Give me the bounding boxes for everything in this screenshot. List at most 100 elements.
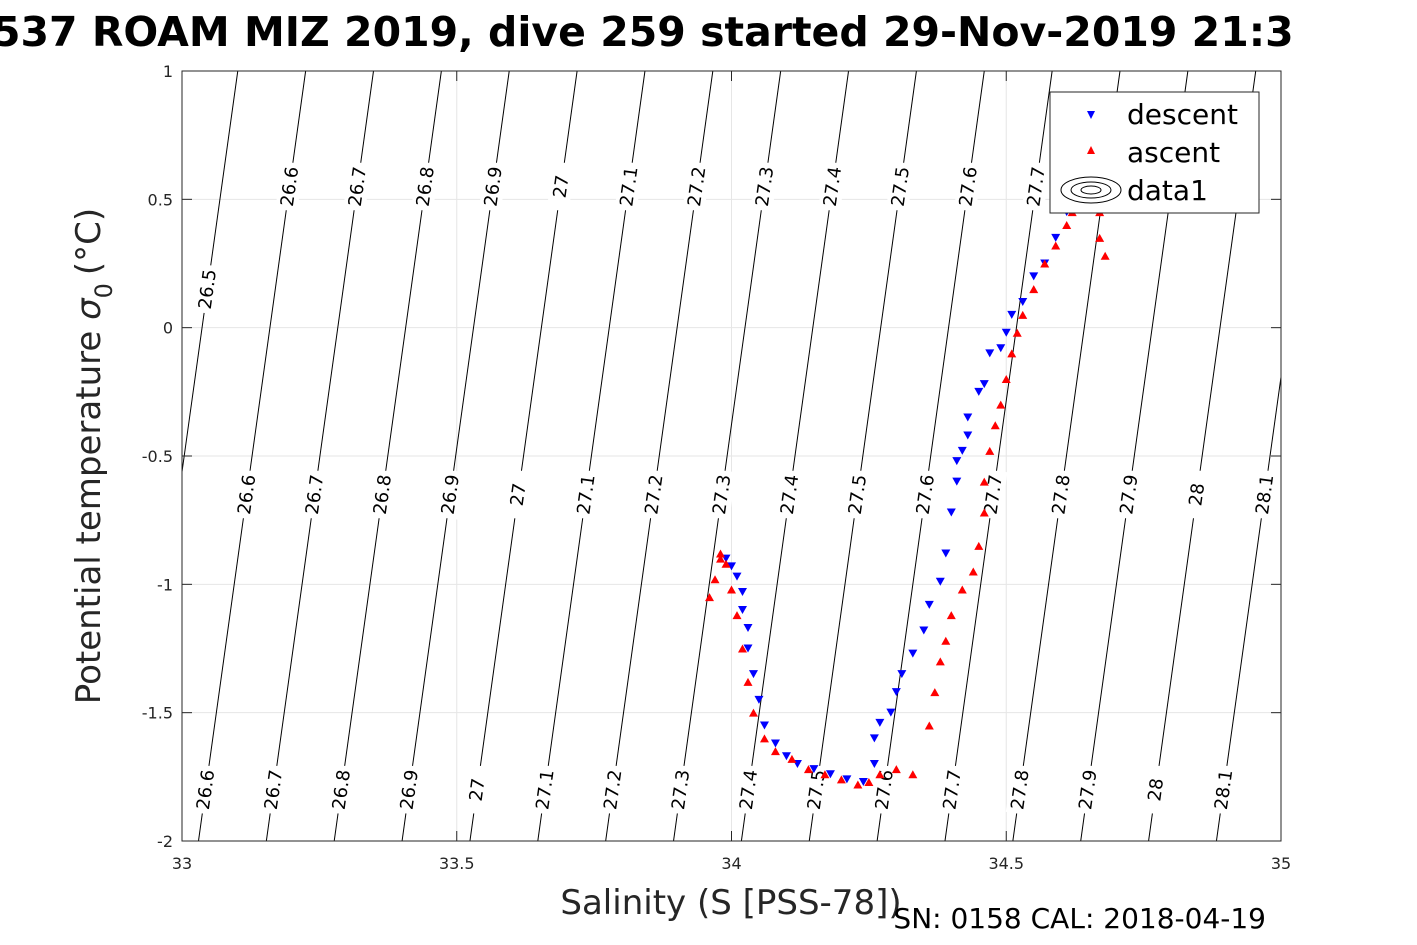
descent-point [941, 549, 951, 558]
contour-label-backing [193, 263, 222, 315]
contour-label-group: 26.6 [275, 161, 304, 212]
x-tick-label: 34.5 [988, 854, 1024, 873]
contour-label-backing [1005, 764, 1035, 815]
contour-label-backing [598, 764, 628, 815]
contour-label-group: 27 [462, 764, 492, 815]
descent-point [737, 606, 747, 614]
contour-label-backing [327, 764, 356, 815]
contour-label-backing [1073, 764, 1103, 815]
contour-label-backing [666, 764, 695, 815]
descent-point [963, 413, 973, 422]
ascent-point [946, 611, 956, 620]
contour-label-backing [1250, 469, 1279, 520]
contour-label-backing [411, 161, 440, 212]
contour-label-backing [707, 469, 736, 520]
ascent-point [705, 593, 715, 602]
chart-title: 537 ROAM MIZ 2019, dive 259 started 29-N… [0, 8, 1294, 56]
descent-point [919, 626, 929, 635]
density-contour-labels: 26.6 26.7 26.8 26.9 27 27.1 27.2 27.3 27.4 27.5 27… [191, 161, 1279, 815]
contour-label: 27 [507, 482, 531, 508]
descent-point [842, 775, 852, 784]
contour-label-backing [1182, 469, 1211, 520]
descent-point [891, 688, 901, 697]
contour-label-backing [530, 764, 560, 815]
descent-point [935, 577, 945, 586]
ascent-point [875, 770, 885, 779]
ascent-point [996, 400, 1006, 409]
ascent-point [743, 677, 753, 686]
descent-point [1007, 310, 1017, 319]
footer-serial-cal: SN: 0158 CAL: 2018-04-19 [893, 902, 1266, 935]
ascent-point [1100, 251, 1110, 260]
descent-point [946, 508, 956, 517]
contour-label-backing [343, 161, 372, 212]
contour-label: 27 [550, 174, 574, 200]
legend-descent-marker [1087, 111, 1095, 119]
descent-point [875, 718, 885, 727]
y-axis-ticks: -2 -1.5 -1 -0.5 0 0.5 1 [142, 62, 1281, 851]
ascent-point [721, 559, 731, 568]
descent-point [985, 349, 995, 358]
isopycnal-line [1215, 376, 1282, 842]
ascent-point [1012, 328, 1022, 337]
y-axis-label: Potential temperature σ0 (°C) [69, 208, 118, 704]
x-tick-label: 33.5 [439, 854, 475, 873]
descent-point [748, 670, 758, 679]
descent-point [924, 600, 934, 609]
ascent-point [864, 777, 874, 786]
ascent-point [1029, 285, 1039, 294]
contour-label-group: 27 [503, 469, 533, 520]
contour-label-backing [478, 161, 508, 212]
contour-label-backing [436, 469, 465, 520]
ascent-point [737, 644, 747, 653]
descent-point [952, 477, 962, 486]
descent-point [743, 644, 753, 653]
contour-label-backing [395, 764, 424, 815]
ascent-point [1051, 241, 1061, 250]
contour-label-group: 26.8 [368, 469, 397, 520]
legend-ascent-label: ascent [1127, 136, 1220, 169]
contour-label-backing [843, 469, 872, 520]
ascent-point [908, 770, 918, 779]
ascent-point [979, 477, 989, 486]
ascent-point [727, 585, 736, 594]
ascent-point [985, 446, 995, 455]
contour-label-backing [1046, 469, 1076, 520]
contour-label-backing [1021, 161, 1051, 212]
contour-label-group: 27.2 [639, 469, 669, 520]
ascent-point [924, 721, 934, 730]
ascent-point [941, 636, 951, 645]
descent-point [743, 623, 753, 632]
contour-label-backing [1141, 764, 1170, 815]
contour-label-group: 27.5 [886, 161, 915, 212]
contour-label-backing [462, 764, 492, 815]
legend-contour-marker [1060, 176, 1122, 204]
contour-label-backing [232, 469, 261, 520]
ascent-point [957, 585, 967, 594]
contour-label-group: 27.8 [1046, 469, 1076, 520]
y-tick-label: -2 [157, 832, 173, 851]
contour-label-backing [682, 161, 711, 212]
descent-point [963, 431, 973, 440]
x-tick-label: 34 [721, 854, 741, 873]
descent-point [732, 572, 742, 581]
ascent-point [891, 765, 901, 774]
contour-label-backing [937, 764, 967, 815]
descent-point [1029, 272, 1039, 281]
descent-point [1001, 328, 1011, 337]
ascent-point [1001, 375, 1011, 383]
ascent-point [935, 657, 945, 666]
descent-point [897, 670, 907, 679]
ascent-point [1095, 233, 1105, 242]
ascent-point [787, 754, 797, 763]
descent-point [869, 734, 879, 743]
descent-point [809, 765, 819, 774]
y-axis-label-group: Potential temperature σ0 (°C) [69, 208, 118, 704]
descent-point [737, 588, 747, 597]
contour-label-backing [300, 469, 329, 520]
contour-label-group: 28 [1141, 764, 1170, 815]
descent-point [770, 739, 780, 748]
ascent-point [1040, 259, 1050, 268]
descent-point [996, 344, 1006, 353]
